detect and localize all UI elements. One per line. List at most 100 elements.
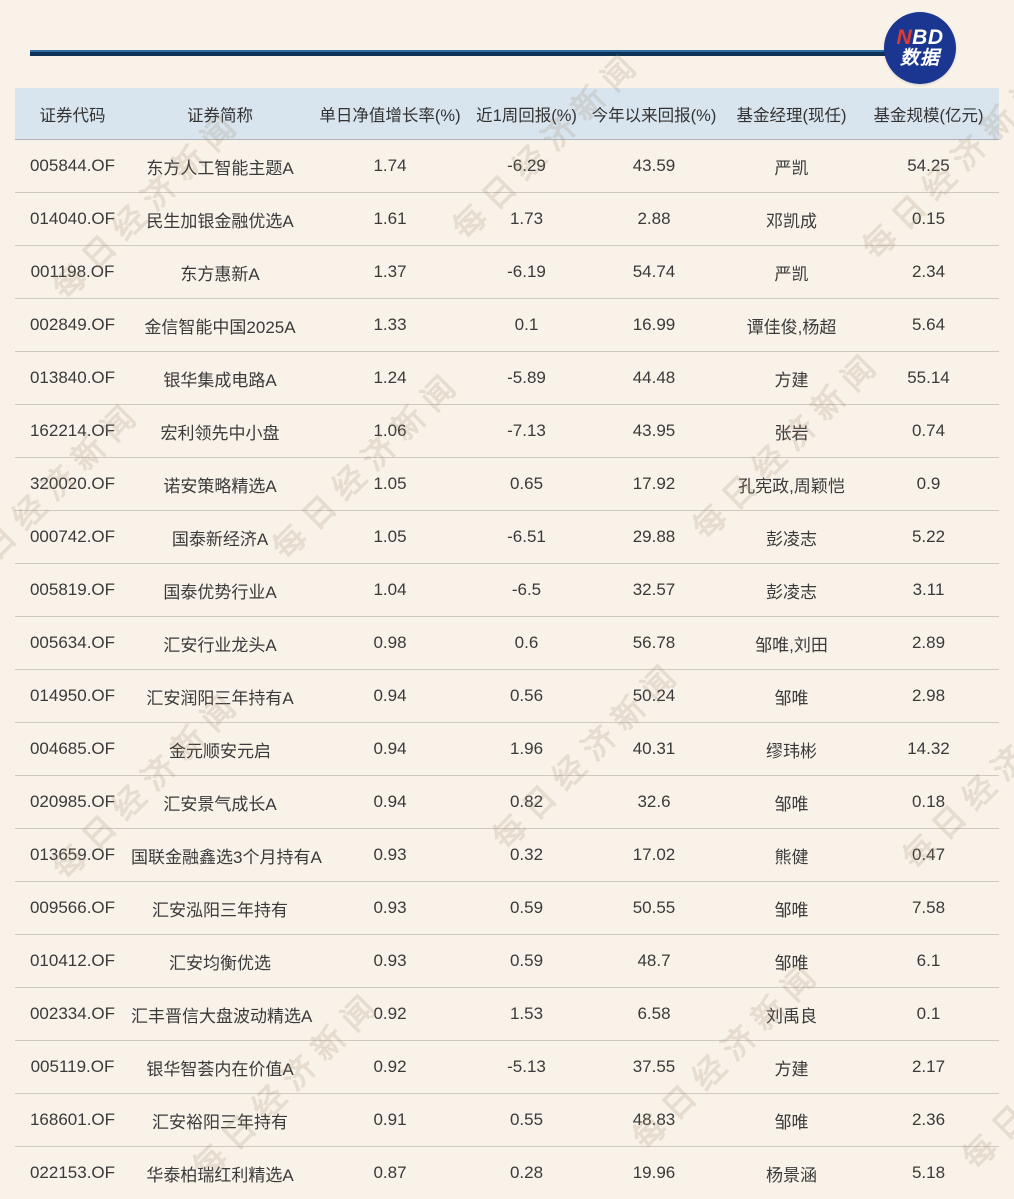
cell-name: 金元顺安元启	[130, 723, 310, 776]
cell-name: 汇安泓阳三年持有	[130, 882, 310, 935]
table-row: 002334.OF 汇丰晋信大盘波动精选A 0.92 1.53 6.58 刘禹良…	[15, 988, 999, 1041]
cell-scale: 0.47	[858, 829, 999, 882]
cell-daily-growth: 1.33	[310, 299, 470, 352]
cell-week-return: -5.13	[470, 1041, 583, 1094]
cell-scale: 2.89	[858, 617, 999, 670]
cell-daily-growth: 1.74	[310, 140, 470, 193]
cell-scale: 2.17	[858, 1041, 999, 1094]
cell-manager: 杨景涵	[725, 1147, 858, 1199]
cell-code: 022153.OF	[15, 1147, 130, 1199]
cell-daily-growth: 0.87	[310, 1147, 470, 1199]
cell-manager: 邹唯	[725, 882, 858, 935]
cell-name: 国泰优势行业A	[130, 564, 310, 617]
cell-ytd-return: 17.02	[583, 829, 725, 882]
cell-scale: 0.9	[858, 458, 999, 511]
cell-scale: 2.98	[858, 670, 999, 723]
cell-scale: 55.14	[858, 352, 999, 405]
column-header-manager: 基金经理(现任)	[725, 88, 858, 140]
cell-scale: 5.22	[858, 511, 999, 564]
table-row: 010412.OF 汇安均衡优选 0.93 0.59 48.7 邹唯 6.1	[15, 935, 999, 988]
cell-manager: 熊健	[725, 829, 858, 882]
cell-daily-growth: 0.92	[310, 988, 470, 1041]
cell-scale: 0.1	[858, 988, 999, 1041]
column-header-name: 证券简称	[130, 88, 310, 140]
cell-manager: 谭佳俊,杨超	[725, 299, 858, 352]
cell-code: 013659.OF	[15, 829, 130, 882]
cell-week-return: 0.59	[470, 882, 583, 935]
cell-scale: 14.32	[858, 723, 999, 776]
cell-code: 013840.OF	[15, 352, 130, 405]
cell-manager: 彭凌志	[725, 564, 858, 617]
column-header-daily-growth: 单日净值增长率(%)	[310, 88, 470, 140]
cell-code: 009566.OF	[15, 882, 130, 935]
cell-week-return: 1.96	[470, 723, 583, 776]
table-row: 168601.OF 汇安裕阳三年持有 0.91 0.55 48.83 邹唯 2.…	[15, 1094, 999, 1147]
table-row: 005819.OF 国泰优势行业A 1.04 -6.5 32.57 彭凌志 3.…	[15, 564, 999, 617]
cell-ytd-return: 50.55	[583, 882, 725, 935]
table-row: 009566.OF 汇安泓阳三年持有 0.93 0.59 50.55 邹唯 7.…	[15, 882, 999, 935]
cell-code: 002849.OF	[15, 299, 130, 352]
cell-ytd-return: 17.92	[583, 458, 725, 511]
cell-name: 汇安均衡优选	[130, 935, 310, 988]
cell-week-return: -6.51	[470, 511, 583, 564]
cell-manager: 邓凯成	[725, 193, 858, 246]
cell-ytd-return: 54.74	[583, 246, 725, 299]
cell-name: 东方惠新A	[130, 246, 310, 299]
cell-name: 汇安裕阳三年持有	[130, 1094, 310, 1147]
cell-ytd-return: 6.58	[583, 988, 725, 1041]
cell-name: 汇安行业龙头A	[130, 617, 310, 670]
cell-week-return: -7.13	[470, 405, 583, 458]
cell-manager: 邹唯	[725, 935, 858, 988]
fund-table: 证券代码 证券简称 单日净值增长率(%) 近1周回报(%) 今年以来回报(%) …	[15, 88, 999, 1199]
table-row: 014040.OF 民生加银金融优选A 1.61 1.73 2.88 邓凯成 0…	[15, 193, 999, 246]
column-header-ytd-return: 今年以来回报(%)	[583, 88, 725, 140]
cell-manager: 方建	[725, 352, 858, 405]
cell-ytd-return: 16.99	[583, 299, 725, 352]
cell-code: 005819.OF	[15, 564, 130, 617]
table-row: 020985.OF 汇安景气成长A 0.94 0.82 32.6 邹唯 0.18	[15, 776, 999, 829]
cell-daily-growth: 1.61	[310, 193, 470, 246]
cell-week-return: 0.82	[470, 776, 583, 829]
cell-code: 002334.OF	[15, 988, 130, 1041]
table-row: 162214.OF 宏利领先中小盘 1.06 -7.13 43.95 张岩 0.…	[15, 405, 999, 458]
column-header-scale: 基金规模(亿元)	[858, 88, 999, 140]
cell-daily-growth: 0.98	[310, 617, 470, 670]
cell-scale: 0.18	[858, 776, 999, 829]
cell-manager: 孔宪政,周颖恺	[725, 458, 858, 511]
cell-code: 005119.OF	[15, 1041, 130, 1094]
nbd-logo-line2: 数据	[900, 49, 940, 69]
nbd-logo-bd: BD	[912, 26, 943, 49]
cell-manager: 缪玮彬	[725, 723, 858, 776]
cell-week-return: -6.5	[470, 564, 583, 617]
cell-scale: 7.58	[858, 882, 999, 935]
cell-week-return: 0.59	[470, 935, 583, 988]
cell-manager: 刘禹良	[725, 988, 858, 1041]
nbd-logo-line1: NBD	[896, 27, 943, 49]
cell-code: 014950.OF	[15, 670, 130, 723]
cell-daily-growth: 0.94	[310, 670, 470, 723]
cell-code: 005634.OF	[15, 617, 130, 670]
cell-manager: 邹唯	[725, 776, 858, 829]
cell-scale: 0.15	[858, 193, 999, 246]
cell-code: 320020.OF	[15, 458, 130, 511]
table-row: 004685.OF 金元顺安元启 0.94 1.96 40.31 缪玮彬 14.…	[15, 723, 999, 776]
cell-daily-growth: 1.05	[310, 511, 470, 564]
cell-name: 国泰新经济A	[130, 511, 310, 564]
cell-name: 银华智荟内在价值A	[130, 1041, 310, 1094]
cell-name: 汇安润阳三年持有A	[130, 670, 310, 723]
cell-ytd-return: 32.6	[583, 776, 725, 829]
cell-ytd-return: 19.96	[583, 1147, 725, 1199]
cell-manager: 邹唯	[725, 670, 858, 723]
cell-scale: 5.64	[858, 299, 999, 352]
cell-daily-growth: 1.06	[310, 405, 470, 458]
nbd-logo-n: N	[896, 26, 912, 49]
cell-daily-growth: 0.93	[310, 935, 470, 988]
cell-scale: 6.1	[858, 935, 999, 988]
cell-name: 东方人工智能主题A	[130, 140, 310, 193]
cell-manager: 方建	[725, 1041, 858, 1094]
cell-ytd-return: 44.48	[583, 352, 725, 405]
cell-week-return: 0.28	[470, 1147, 583, 1199]
cell-manager: 严凯	[725, 246, 858, 299]
cell-daily-growth: 0.93	[310, 829, 470, 882]
cell-week-return: 0.1	[470, 299, 583, 352]
